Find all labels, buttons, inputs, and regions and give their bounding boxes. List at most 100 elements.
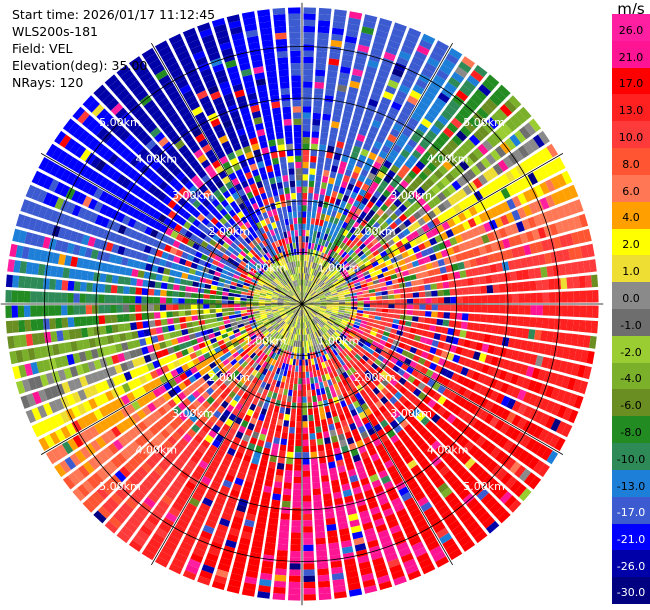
velocity-gate <box>172 311 179 317</box>
velocity-gate <box>306 346 310 354</box>
velocity-gate <box>203 352 211 360</box>
velocity-gate <box>345 256 353 263</box>
velocity-gate <box>497 273 505 283</box>
velocity-gate <box>45 372 55 385</box>
velocity-gate <box>111 243 120 254</box>
velocity-gate <box>366 358 374 366</box>
velocity-gate <box>499 454 512 467</box>
velocity-gate <box>420 182 430 192</box>
velocity-gate <box>137 176 148 187</box>
velocity-gate <box>368 500 379 510</box>
velocity-gate <box>366 242 374 250</box>
velocity-gate <box>84 373 94 385</box>
velocity-gate <box>419 139 430 150</box>
velocity-gate <box>399 288 407 294</box>
velocity-gate <box>359 389 367 397</box>
velocity-gate <box>340 386 347 395</box>
velocity-gate <box>342 317 349 322</box>
velocity-gate <box>249 258 256 265</box>
velocity-gate <box>42 278 50 290</box>
velocity-gate <box>481 364 490 374</box>
velocity-gate <box>312 476 320 483</box>
velocity-gate <box>198 320 206 326</box>
velocity-gate <box>317 272 322 278</box>
velocity-gate <box>411 448 422 459</box>
velocity-gate <box>313 357 318 365</box>
velocity-gate <box>439 449 450 460</box>
velocity-gate <box>486 285 494 294</box>
velocity-gate <box>247 422 255 431</box>
velocity-gate <box>461 539 476 552</box>
velocity-gate <box>303 544 314 552</box>
velocity-gate <box>233 561 246 570</box>
velocity-gate <box>291 314 296 320</box>
velocity-gate <box>376 304 383 308</box>
velocity-gate <box>259 293 267 297</box>
velocity-gate <box>149 453 161 464</box>
velocity-gate <box>166 290 173 297</box>
velocity-gate <box>491 464 503 477</box>
velocity-gate <box>280 356 285 363</box>
velocity-gate <box>152 239 161 248</box>
velocity-gate <box>321 327 327 333</box>
velocity-gate <box>391 569 405 580</box>
velocity-gate <box>322 425 329 433</box>
velocity-gate <box>158 258 167 267</box>
velocity-gate <box>349 366 357 374</box>
velocity-gate <box>96 487 109 500</box>
velocity-gate <box>232 377 240 386</box>
velocity-gate <box>577 364 586 378</box>
velocity-gate <box>192 256 201 264</box>
velocity-gate <box>463 209 473 219</box>
velocity-gate <box>168 506 181 518</box>
velocity-gate <box>313 269 317 276</box>
velocity-gate <box>291 339 295 347</box>
velocity-gate <box>483 334 492 343</box>
velocity-gate <box>342 451 351 459</box>
velocity-gate <box>532 342 540 353</box>
velocity-gate <box>291 327 295 334</box>
velocity-gate <box>275 287 282 292</box>
velocity-gate <box>528 118 542 132</box>
velocity-gate <box>148 380 158 390</box>
velocity-gate <box>235 431 244 440</box>
velocity-gate <box>267 315 274 319</box>
velocity-gate <box>368 447 377 457</box>
velocity-gate <box>381 308 389 313</box>
velocity-gate <box>157 213 167 223</box>
velocity-gate <box>382 507 394 517</box>
velocity-gate <box>403 174 413 184</box>
velocity-gate <box>447 139 459 151</box>
velocity-gate <box>447 402 457 413</box>
velocity-gate <box>303 93 312 101</box>
velocity-gate <box>380 230 389 238</box>
velocity-gate <box>139 261 147 270</box>
velocity-gate <box>17 290 25 303</box>
velocity-gate <box>263 485 272 494</box>
velocity-gate <box>319 194 325 202</box>
velocity-gate <box>275 468 284 476</box>
velocity-gate <box>329 429 337 437</box>
velocity-gate <box>313 256 317 263</box>
velocity-gate <box>295 321 299 329</box>
velocity-gate <box>412 211 422 220</box>
velocity-gate <box>302 223 306 230</box>
velocity-gate <box>128 516 141 529</box>
velocity-gate <box>314 301 321 303</box>
velocity-gate <box>511 387 521 399</box>
velocity-gate <box>87 457 100 471</box>
velocity-gate <box>300 334 302 342</box>
velocity-gate <box>210 285 218 290</box>
velocity-gate <box>509 271 517 281</box>
velocity-gate <box>107 443 119 455</box>
velocity-gate <box>242 434 251 443</box>
velocity-gate <box>96 370 106 381</box>
velocity-gate <box>389 564 403 574</box>
velocity-gate <box>273 405 280 413</box>
velocity-gate <box>342 271 349 277</box>
velocity-gate <box>437 395 447 405</box>
velocity-gate <box>463 516 476 529</box>
velocity-gate <box>511 293 519 303</box>
velocity-gate <box>230 462 240 471</box>
velocity-gate <box>396 90 408 100</box>
